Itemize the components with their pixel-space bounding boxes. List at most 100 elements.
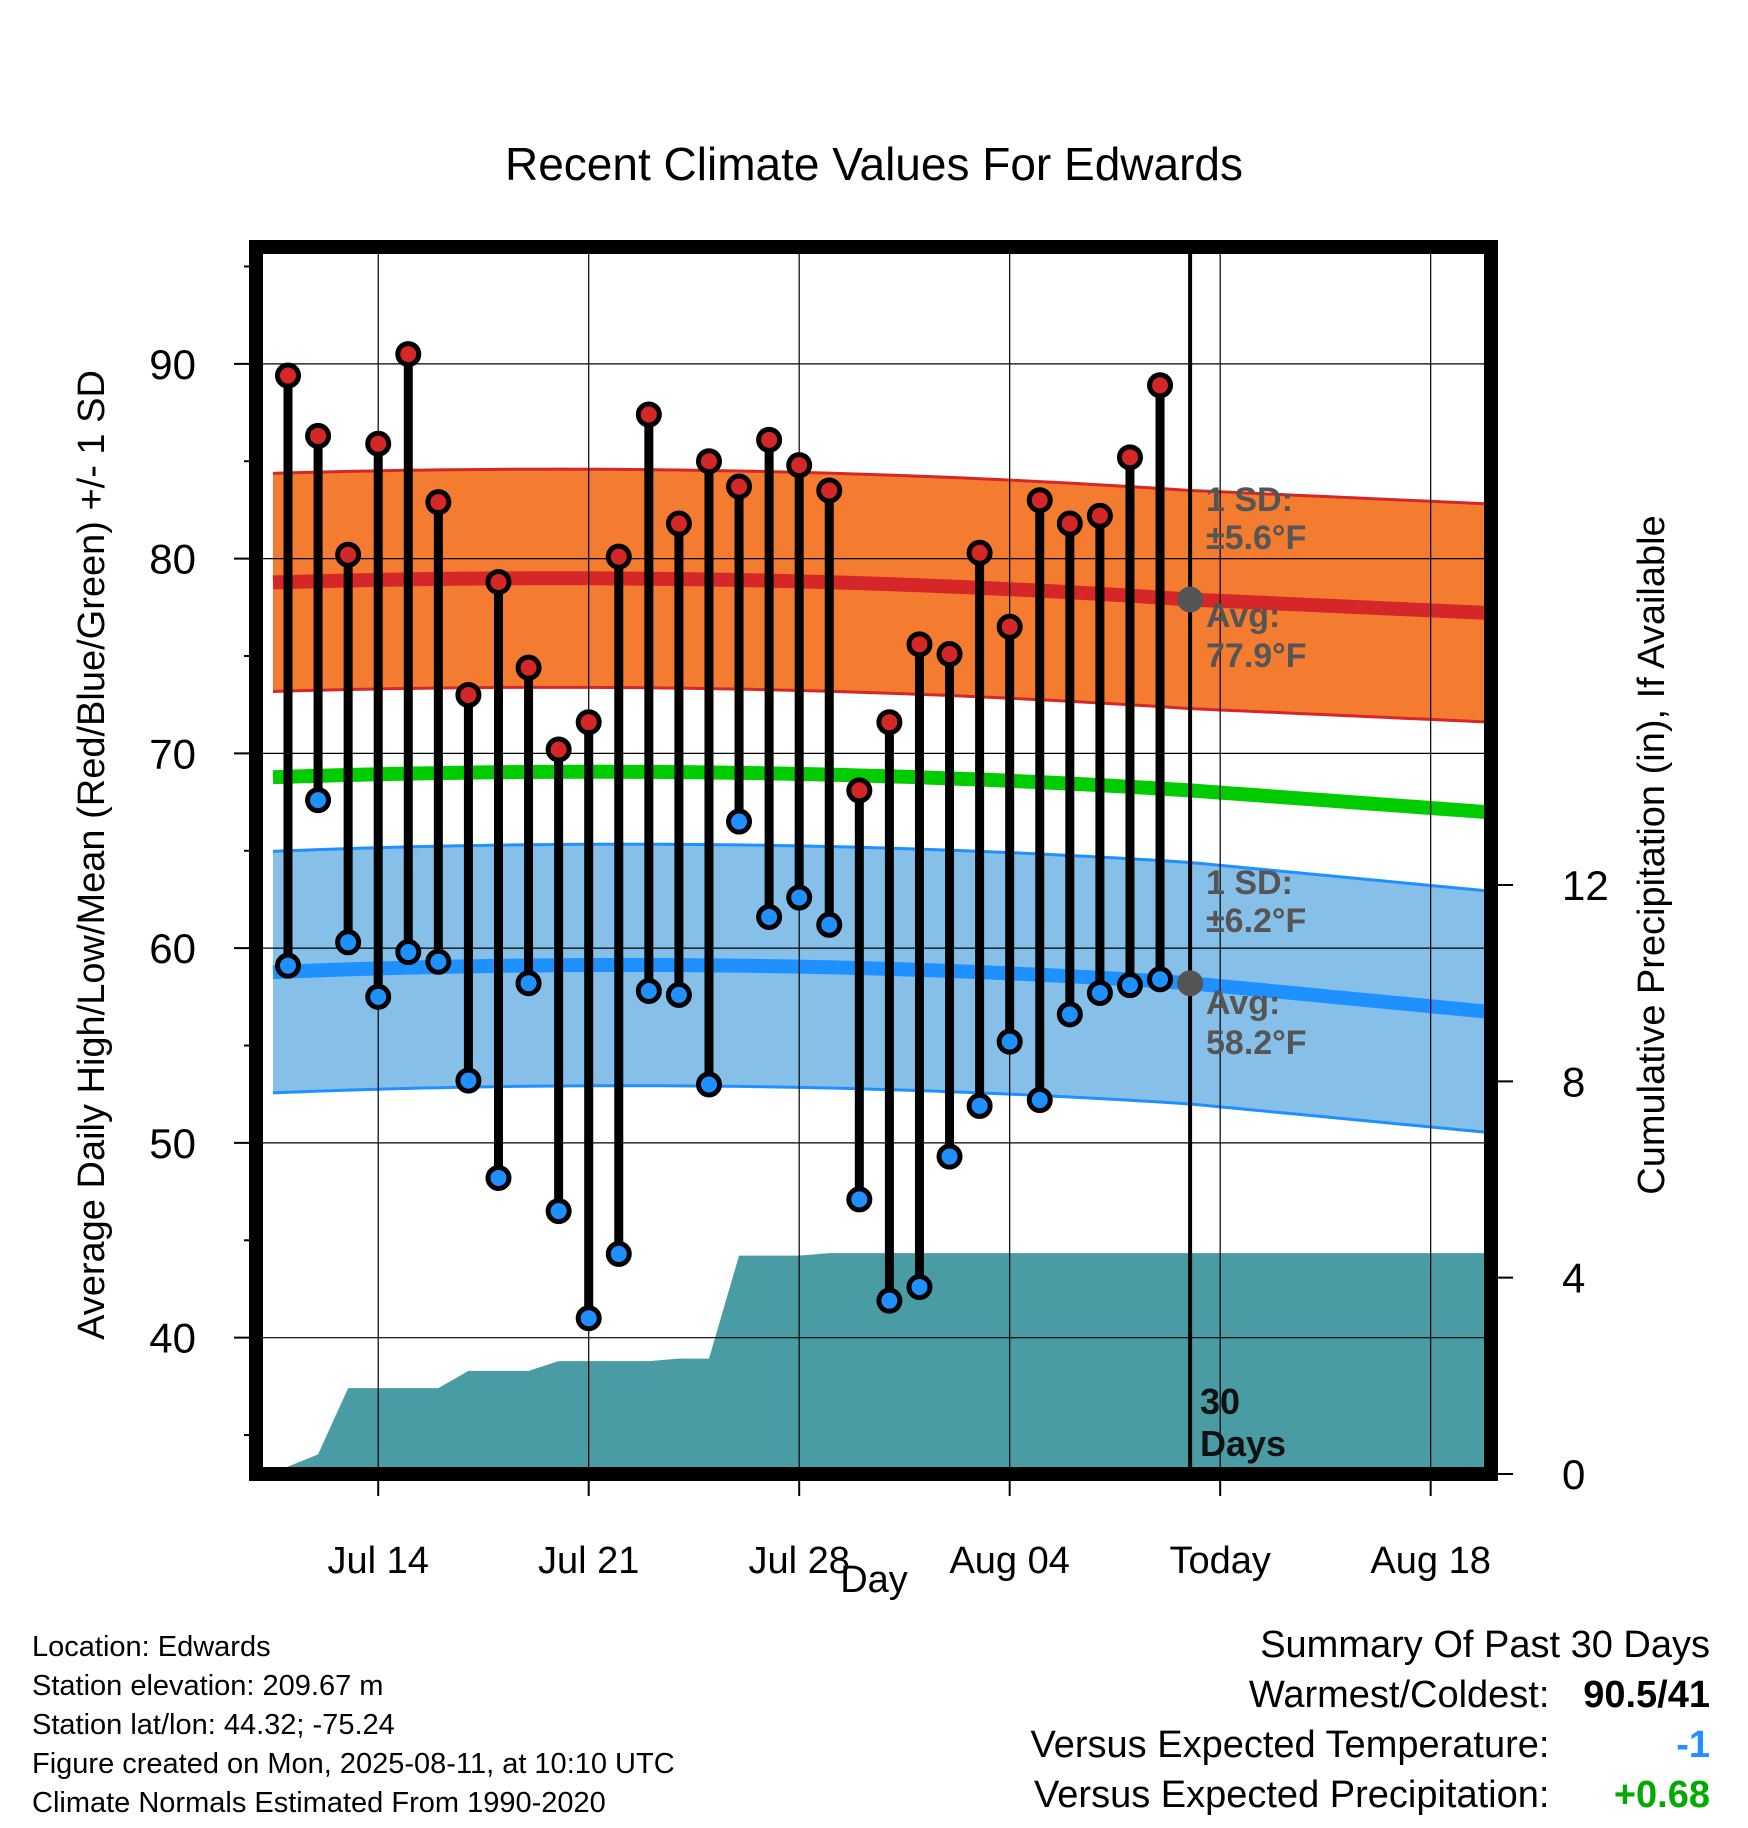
y-tick-label-left: 70 xyxy=(149,730,196,777)
daily-low-point xyxy=(515,970,542,997)
daily-high-point xyxy=(635,401,662,428)
summary-temp-value: -1 xyxy=(1676,1724,1710,1766)
daily-high-point xyxy=(305,422,332,449)
daily-low-point xyxy=(485,1164,512,1191)
daily-high-point xyxy=(966,539,993,566)
x-tick-label: Jul 28 xyxy=(748,1540,849,1582)
daily-high-point xyxy=(726,473,753,500)
summary-temp-row: Versus Expected Temperature: -1 xyxy=(1031,1720,1710,1770)
daily-low-point xyxy=(665,981,692,1008)
summary-warmest-row: Warmest/Coldest: 90.5/41 xyxy=(1031,1670,1710,1720)
summary-precip-value: +0.68 xyxy=(1613,1774,1710,1816)
daily-low-point xyxy=(1056,1001,1083,1028)
daily-high-point xyxy=(786,452,813,479)
low-sd-band-lower-edge xyxy=(272,1084,1491,1135)
high-sd-label: 1 SD: xyxy=(1206,481,1293,519)
daily-low-point xyxy=(335,929,362,956)
summary-warmest-label: Warmest/Coldest: xyxy=(1248,1674,1550,1716)
x-axis-label: Day xyxy=(840,1559,908,1600)
x-tick-label: Jul 21 xyxy=(538,1540,639,1582)
elevation-text: Station elevation: 209.67 m xyxy=(32,1670,384,1702)
daily-low-point xyxy=(936,1143,963,1170)
daily-low-point xyxy=(1147,966,1174,993)
daily-low-point xyxy=(365,983,392,1010)
daily-low-point xyxy=(575,1305,602,1332)
y-axis-label-right: Cumulative Precipitation (in), If Availa… xyxy=(1631,515,1673,1194)
daily-low-point xyxy=(545,1198,572,1225)
daily-low-point xyxy=(876,1287,903,1314)
daily-high-point xyxy=(485,568,512,595)
x-tick-label: Today xyxy=(1169,1540,1270,1582)
summary-precip-label: Versus Expected Precipitation: xyxy=(1034,1774,1550,1816)
today-days-number: 30 xyxy=(1200,1381,1240,1422)
y-tick-label-left: 40 xyxy=(149,1315,196,1362)
daily-low-point xyxy=(786,884,813,911)
high-sd-band xyxy=(272,469,1491,723)
daily-high-point xyxy=(1147,372,1174,399)
daily-high-point xyxy=(1116,444,1143,471)
normals-text: Climate Normals Estimated From 1990-2020 xyxy=(32,1787,606,1819)
normal-low-line xyxy=(272,957,1491,1020)
today-days-label: Days xyxy=(1200,1423,1286,1464)
x-tick-label: Aug 04 xyxy=(949,1540,1069,1582)
summary-warmest-value: 90.5/41 xyxy=(1583,1674,1710,1716)
low-sd-band xyxy=(272,844,1491,1133)
daily-low-point xyxy=(275,952,301,979)
daily-high-point xyxy=(816,477,843,504)
daily-low-point xyxy=(1086,979,1113,1006)
plot-frame xyxy=(249,240,1498,1481)
y-tick-label-left: 60 xyxy=(149,925,196,972)
chart-title: Recent Climate Values For Edwards xyxy=(505,138,1243,190)
daily-high-point xyxy=(756,426,783,453)
high-sd-value: ±5.6°F xyxy=(1206,519,1306,557)
summary-precip-row: Versus Expected Precipitation: +0.68 xyxy=(1031,1770,1710,1820)
daily-high-point xyxy=(906,631,933,658)
daily-high-point xyxy=(455,681,482,708)
today-low-avg-marker xyxy=(1177,970,1204,997)
y-tick-label-left: 90 xyxy=(149,341,196,388)
high-sd-band-upper-edge xyxy=(272,467,1491,506)
daily-high-point xyxy=(1026,487,1053,514)
high-avg-value: 77.9°F xyxy=(1206,637,1307,675)
daily-high-point xyxy=(365,430,392,457)
x-tick-label: Jul 14 xyxy=(328,1540,429,1582)
daily-high-point xyxy=(1056,510,1083,537)
daily-low-point xyxy=(756,903,783,930)
daily-low-point xyxy=(996,1028,1023,1055)
daily-low-point xyxy=(1026,1087,1053,1114)
today-high-avg-marker xyxy=(1177,586,1204,613)
daily-low-point xyxy=(425,948,452,975)
daily-low-point xyxy=(305,787,332,814)
summary-temp-label: Versus Expected Temperature: xyxy=(1030,1724,1550,1766)
daily-high-point xyxy=(545,736,572,763)
daily-high-point xyxy=(515,654,542,681)
daily-high-point xyxy=(695,448,722,475)
daily-low-point xyxy=(966,1092,993,1119)
y-tick-label-right: 4 xyxy=(1562,1255,1585,1302)
daily-high-point xyxy=(335,541,362,568)
x-tick-label: Aug 18 xyxy=(1370,1540,1490,1582)
daily-low-point xyxy=(695,1071,722,1098)
y-tick-label-left: 80 xyxy=(149,536,196,583)
daily-high-point xyxy=(936,641,963,668)
low-avg-label: Avg: xyxy=(1206,984,1280,1022)
high-sd-band-lower-edge xyxy=(272,685,1491,724)
daily-high-point xyxy=(996,613,1023,640)
low-sd-value: ±6.2°F xyxy=(1206,902,1306,940)
daily-high-point xyxy=(1086,502,1113,529)
daily-low-point xyxy=(726,808,753,835)
y-tick-label-right: 12 xyxy=(1562,862,1609,909)
normal-high-line xyxy=(272,571,1491,621)
daily-high-point xyxy=(275,362,301,389)
daily-low-point xyxy=(635,977,662,1004)
high-avg-label: Avg: xyxy=(1206,597,1280,635)
daily-low-point xyxy=(395,939,422,966)
latlon-text: Station lat/lon: 44.32; -75.24 xyxy=(32,1709,395,1741)
y-tick-label-left: 50 xyxy=(149,1120,196,1167)
daily-low-point xyxy=(1116,972,1143,999)
station-info: Location: Edwards Station elevation: 209… xyxy=(32,1628,675,1823)
location-text: Location: Edwards xyxy=(32,1631,271,1663)
climate-chart: Recent Climate Values For Edwards 1 SD:±… xyxy=(71,138,1673,1600)
y-axis-label-left: Average Daily High/Low/Mean (Red/Blue/Gr… xyxy=(71,370,113,1340)
y-tick-label-right: 8 xyxy=(1562,1058,1585,1105)
